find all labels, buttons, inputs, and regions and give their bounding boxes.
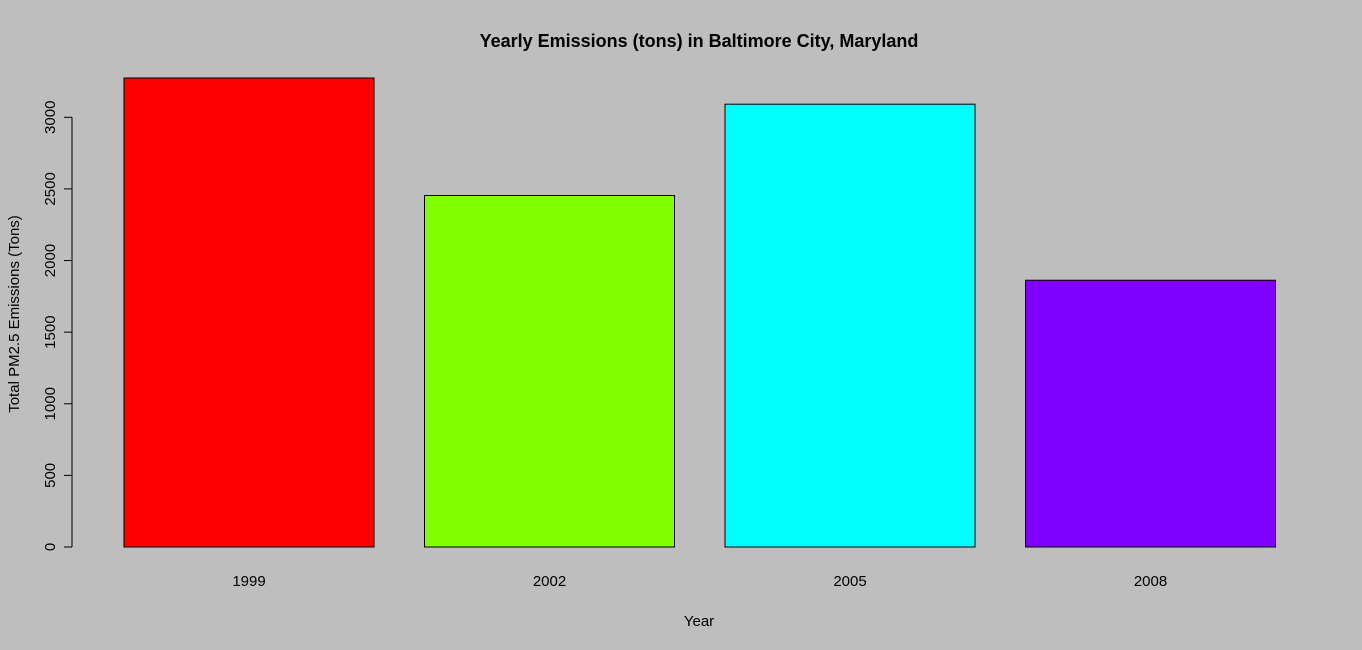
x-axis-label: Year [684,613,714,630]
x-tick-label: 2002 [533,573,566,590]
x-tick-label: 1999 [232,573,265,590]
x-tick-labels: 1999 2002 2005 2008 [232,573,1167,590]
chart-title: Yearly Emissions (tons) in Baltimore Cit… [480,31,919,51]
y-tick-label: 500 [42,463,59,488]
y-tick-label: 2500 [42,172,59,205]
y-tick-label: 1500 [42,315,59,348]
x-tick-label: 2005 [833,573,866,590]
x-tick-label: 2008 [1134,573,1167,590]
y-axis: 0 500 1000 1500 2000 2500 3000 [42,101,73,551]
bar-2005 [724,103,976,548]
y-tick-label: 3000 [42,101,59,134]
y-tick-label: 2000 [42,244,59,277]
bars-group [123,77,1276,548]
y-tick-label: 0 [42,543,59,551]
bar-2002 [424,194,675,548]
y-axis-label: Total PM2.5 Emissions (Tons) [6,215,23,413]
bar-2008 [1025,279,1276,548]
bar-1999 [123,77,375,548]
y-tick-label: 1000 [42,387,59,420]
